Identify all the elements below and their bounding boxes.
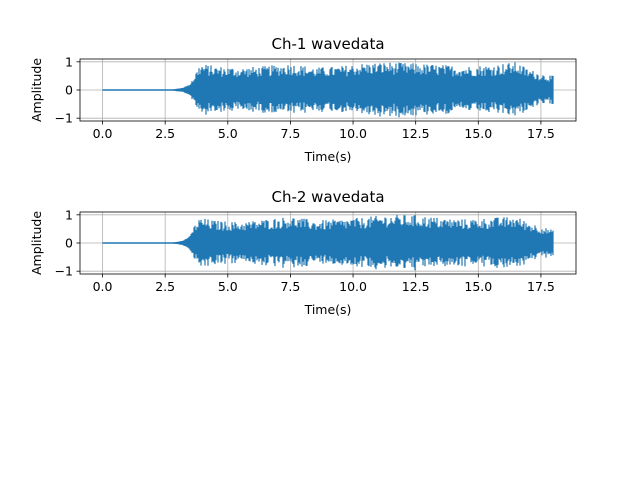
x-tick-label: 10.0 xyxy=(339,126,367,141)
chart-title: Ch-1 wavedata xyxy=(271,35,384,53)
y-tick-label: 1 xyxy=(65,207,73,222)
y-axis-label: Amplitude xyxy=(29,58,44,122)
y-tick-label: 0 xyxy=(65,236,73,251)
waveform-series xyxy=(108,215,554,271)
waveform-series xyxy=(108,62,554,118)
x-tick-label: 10.0 xyxy=(339,279,367,294)
y-tick-label: 0 xyxy=(65,83,73,98)
subplot-1: 0.0 2.5 5.0 7.5 10.0 12.5 15.0 17.5 −1 0 1 Ch-1 wav… xyxy=(29,35,577,164)
x-tick-label: 5.0 xyxy=(218,126,238,141)
x-tick-label: 2.5 xyxy=(155,126,175,141)
y-tick-label: 1 xyxy=(65,54,73,69)
x-tick-label: 0.0 xyxy=(93,126,113,141)
x-tick-label: 17.5 xyxy=(527,279,555,294)
x-tick-label: 15.0 xyxy=(464,279,492,294)
x-axis-label: Time(s) xyxy=(304,149,352,164)
y-tick-label: −1 xyxy=(55,111,73,126)
x-tick-label: 17.5 xyxy=(527,126,555,141)
x-tick-label: 2.5 xyxy=(155,279,175,294)
x-tick-label: 0.0 xyxy=(93,279,113,294)
x-tick-label: 12.5 xyxy=(402,126,430,141)
x-tick-label: 5.0 xyxy=(218,279,238,294)
x-tick-label: 7.5 xyxy=(280,126,300,141)
x-axis-label: Time(s) xyxy=(304,302,352,317)
y-tick-label: −1 xyxy=(55,264,73,279)
x-tick-label: 15.0 xyxy=(464,126,492,141)
y-axis-label: Amplitude xyxy=(29,211,44,275)
x-tick-label: 7.5 xyxy=(280,279,300,294)
chart-title: Ch-2 wavedata xyxy=(271,188,384,206)
subplot-2: 0.0 2.5 5.0 7.5 10.0 12.5 15.0 17.5 −1 0 1 Ch-2 wav… xyxy=(29,188,577,317)
x-tick-label: 12.5 xyxy=(402,279,430,294)
